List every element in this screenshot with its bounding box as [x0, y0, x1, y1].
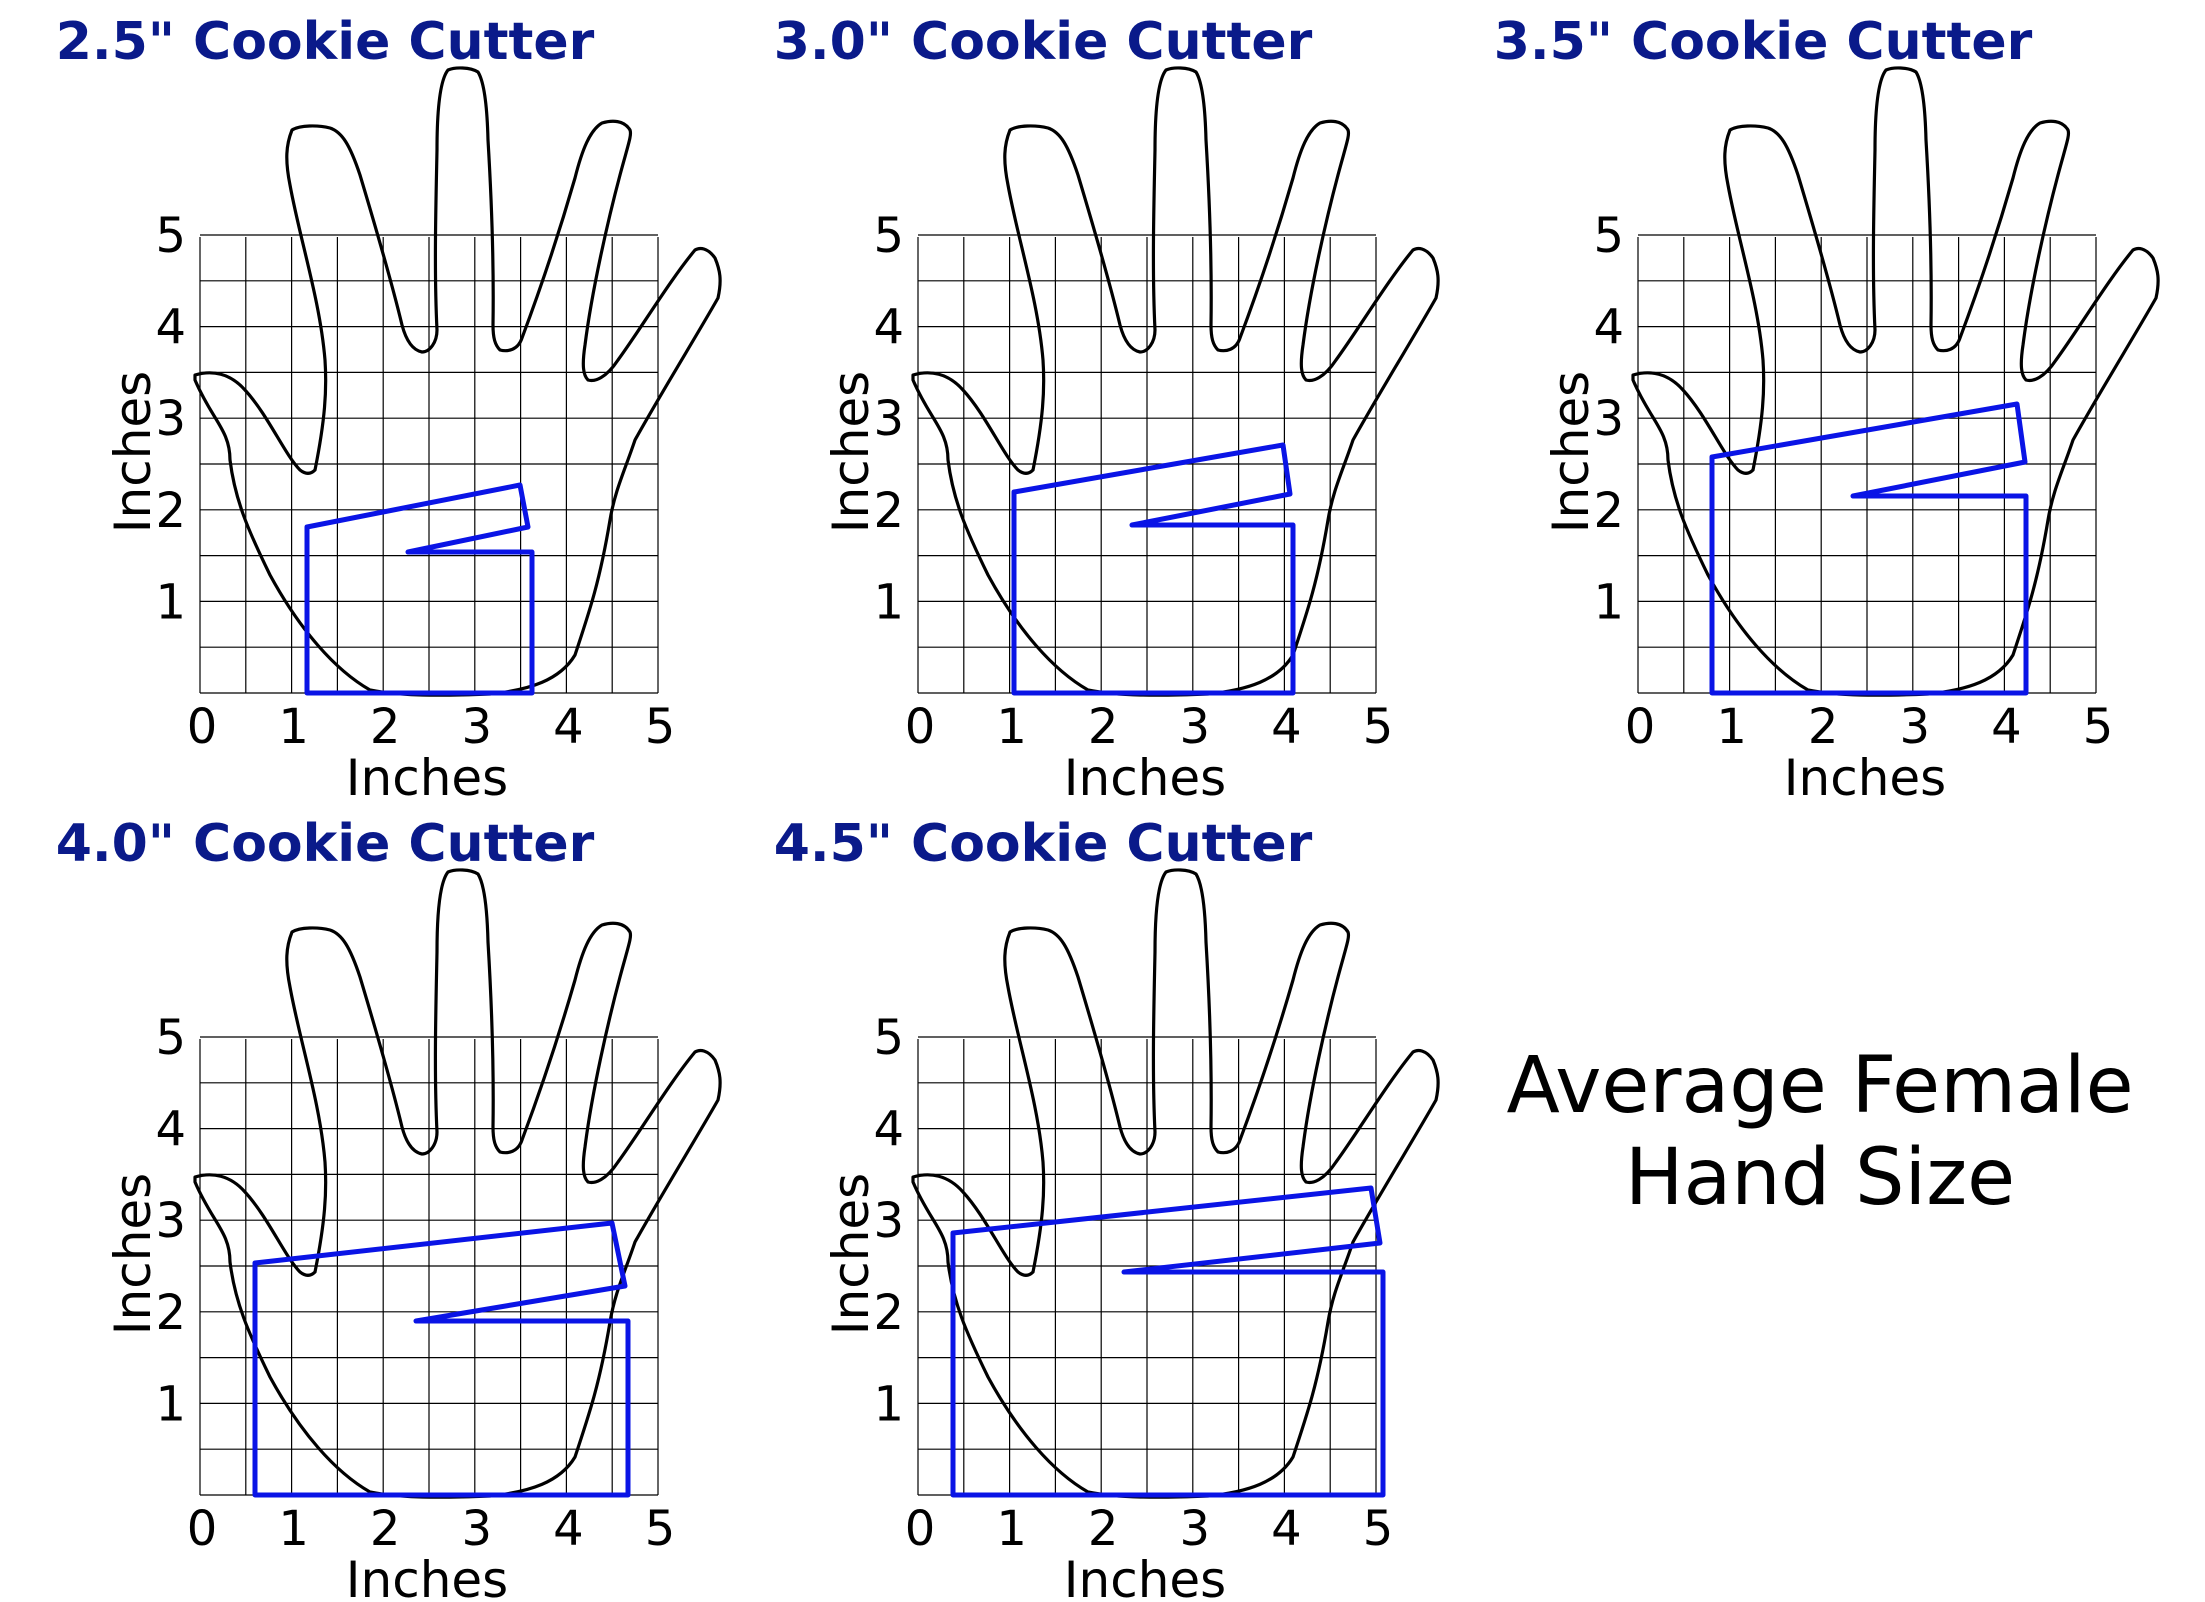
- y-tick-label: 5: [873, 1010, 904, 1066]
- y-axis-label: Inches: [1542, 371, 1600, 533]
- panel-title: 3.5" Cookie Cutter: [1493, 12, 2033, 72]
- y-tick-label: 2: [1593, 483, 1624, 539]
- hand-outline-icon: [1631, 66, 2160, 697]
- cookie-cutter-outline-icon: [1011, 442, 1296, 696]
- y-tick-label: 4: [1593, 300, 1624, 356]
- x-tick-label: 0: [905, 1501, 936, 1557]
- panel-4-5-cookie-cutter: 0 1 2 3 4 5 1 2 3 4 5 Inches Inches 4.5" Cookie Cutt…: [718, 802, 1440, 1602]
- hand-outline-icon: [193, 868, 722, 1499]
- y-tick-label: 3: [873, 391, 904, 447]
- x-tick-label: 5: [1363, 1501, 1394, 1557]
- y-tick-label: 1: [1593, 574, 1624, 630]
- y-tick-label: 1: [155, 1376, 186, 1432]
- cookie-cutter-outline-icon: [1709, 401, 2029, 696]
- x-axis-label: Inches: [1064, 749, 1226, 807]
- cookie-cutter-outline-icon: [304, 482, 535, 696]
- y-tick-label: 3: [155, 1193, 186, 1249]
- y-tick-label: 2: [155, 1285, 186, 1341]
- hand-grid-plot: 0 1 2 3 4 5 1 2 3 4 5 Inches Inches: [822, 66, 1440, 807]
- y-tick-label: 2: [873, 483, 904, 539]
- panel-3-5-cookie-cutter: 0 1 2 3 4 5 1 2 3 4 5 Inches Inches 3.5" Cookie Cutt…: [1438, 0, 2160, 807]
- y-tick-label: 5: [873, 208, 904, 264]
- x-tick-label: 2: [370, 699, 401, 755]
- x-tick-label: 1: [1716, 699, 1747, 755]
- hand-outline-icon: [193, 66, 722, 697]
- x-tick-label: 3: [1900, 699, 1931, 755]
- panel-2-5-cookie-cutter: 0 1 2 3 4 5 1 2 3 4 5 Inches Inches 2.5" Cookie Cutt…: [0, 0, 722, 807]
- y-tick-label: 4: [873, 1102, 904, 1158]
- y-tick-label: 3: [873, 1193, 904, 1249]
- x-tick-label: 2: [1088, 1501, 1119, 1557]
- x-tick-label: 3: [1180, 699, 1211, 755]
- y-tick-label: 1: [155, 574, 186, 630]
- x-tick-label: 0: [1625, 699, 1656, 755]
- caption-line-1: Average Female: [1506, 1041, 2134, 1131]
- y-tick-label: 4: [155, 300, 186, 356]
- x-tick-label: 5: [645, 699, 676, 755]
- hand-grid-plot: 0 1 2 3 4 5 1 2 3 4 5 Inches Inches: [1542, 66, 2160, 807]
- y-axis-label: Inches: [104, 1173, 162, 1335]
- x-tick-label: 2: [370, 1501, 401, 1557]
- panel-3-0-cookie-cutter: 0 1 2 3 4 5 1 2 3 4 5 Inches Inches 3.0" Cookie Cutt…: [718, 0, 1440, 807]
- y-tick-label: 5: [1593, 208, 1624, 264]
- y-tick-label: 2: [155, 483, 186, 539]
- x-axis-label: Inches: [346, 749, 508, 807]
- grid: [199, 234, 659, 694]
- x-tick-label: 4: [553, 699, 584, 755]
- y-tick-label: 3: [1593, 391, 1624, 447]
- x-tick-label: 1: [278, 699, 309, 755]
- x-tick-label: 5: [2083, 699, 2114, 755]
- x-tick-label: 3: [1180, 1501, 1211, 1557]
- y-tick-label: 5: [155, 1010, 186, 1066]
- x-tick-label: 0: [905, 699, 936, 755]
- x-tick-label: 1: [996, 699, 1027, 755]
- x-tick-label: 5: [1363, 699, 1394, 755]
- hand-outline-icon: [911, 66, 1440, 697]
- x-tick-label: 0: [187, 1501, 218, 1557]
- panel-title: 3.0" Cookie Cutter: [773, 12, 1313, 72]
- hand-grid-plot: 0 1 2 3 4 5 1 2 3 4 5 Inches Inches: [822, 868, 1440, 1602]
- y-tick-label: 4: [155, 1102, 186, 1158]
- y-axis-label: Inches: [104, 371, 162, 533]
- x-tick-label: 2: [1088, 699, 1119, 755]
- panel-title: 2.5" Cookie Cutter: [55, 12, 595, 72]
- y-tick-label: 3: [155, 391, 186, 447]
- x-tick-label: 4: [1271, 1501, 1302, 1557]
- x-tick-label: 1: [996, 1501, 1027, 1557]
- grid: [917, 234, 1377, 694]
- x-tick-label: 4: [1271, 699, 1302, 755]
- x-tick-label: 0: [187, 699, 218, 755]
- y-axis-label: Inches: [822, 1173, 880, 1335]
- caption: Average Female Hand Size: [1440, 1040, 2200, 1224]
- hand-grid-plot: 0 1 2 3 4 5 1 2 3 4 5 Inches Inches: [104, 868, 722, 1602]
- caption-line-2: Hand Size: [1624, 1133, 2016, 1223]
- panel-title: 4.0" Cookie Cutter: [55, 814, 595, 874]
- y-tick-label: 5: [155, 208, 186, 264]
- grid: [917, 1036, 1377, 1496]
- x-axis-label: Inches: [1064, 1551, 1226, 1602]
- panel-4-0-cookie-cutter: 0 1 2 3 4 5 1 2 3 4 5 Inches Inches 4.0" Cookie Cutt…: [0, 802, 722, 1602]
- cookie-cutter-outline-icon: [252, 1220, 631, 1498]
- x-axis-label: Inches: [346, 1551, 508, 1602]
- x-tick-label: 1: [278, 1501, 309, 1557]
- panel-title: 4.5" Cookie Cutter: [773, 814, 1313, 874]
- x-tick-label: 3: [462, 699, 493, 755]
- y-axis-label: Inches: [822, 371, 880, 533]
- hand-grid-plot: 0 1 2 3 4 5 1 2 3 4 5 Inches Inches: [104, 66, 722, 807]
- y-tick-label: 4: [873, 300, 904, 356]
- x-tick-label: 5: [645, 1501, 676, 1557]
- y-tick-label: 1: [873, 1376, 904, 1432]
- grid: [199, 1036, 659, 1496]
- x-tick-label: 4: [1991, 699, 2022, 755]
- x-axis-label: Inches: [1784, 749, 1946, 807]
- x-tick-label: 3: [462, 1501, 493, 1557]
- x-tick-label: 4: [553, 1501, 584, 1557]
- cookie-cutter-outline-icon: [950, 1185, 1386, 1498]
- y-tick-label: 1: [873, 574, 904, 630]
- x-tick-label: 2: [1808, 699, 1839, 755]
- hand-outline-icon: [911, 868, 1440, 1499]
- y-tick-label: 2: [873, 1285, 904, 1341]
